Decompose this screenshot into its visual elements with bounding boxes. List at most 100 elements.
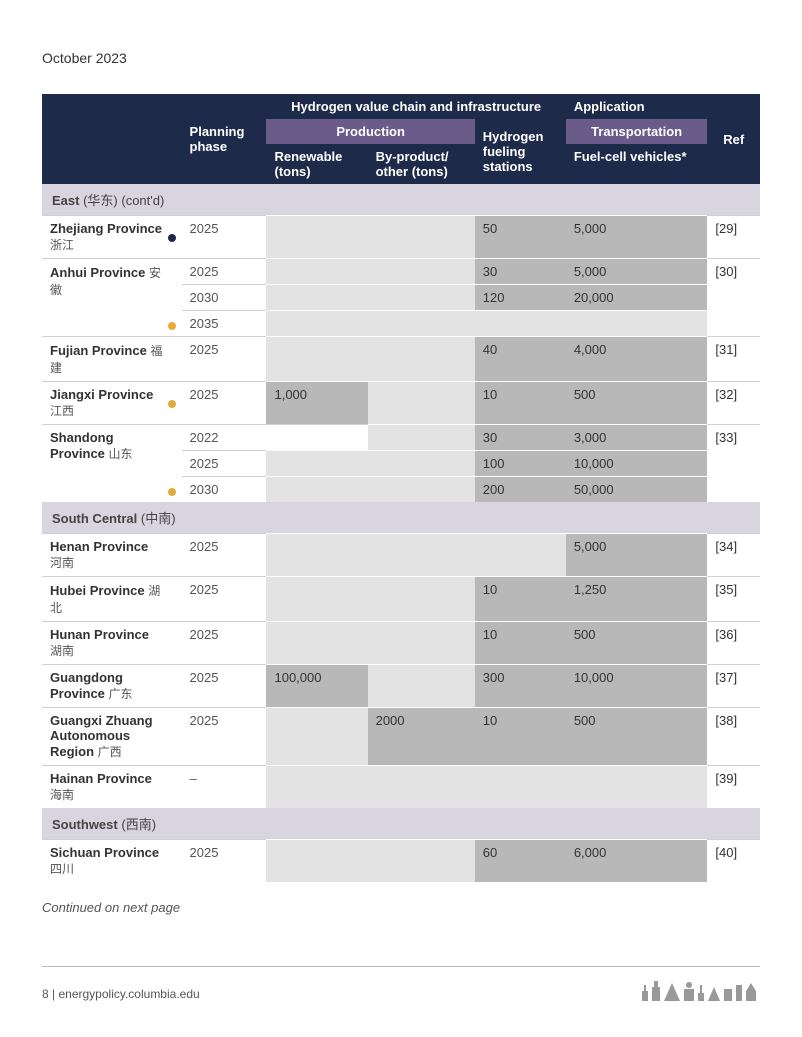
province-name: Zhejiang Province 浙江	[42, 216, 182, 259]
table-row: Hunan Province 湖南202510500[36]	[42, 622, 760, 665]
table-cell: 2025	[182, 534, 267, 577]
table-cell	[475, 766, 566, 809]
table-row: Hubei Province 湖北2025101,250[35]	[42, 577, 760, 622]
ref-cell: [35]	[707, 577, 760, 622]
table-cell: 10	[475, 622, 566, 665]
footer-url: energypolicy.columbia.edu	[58, 987, 199, 1001]
table-cell: 200	[475, 477, 566, 503]
table-cell: 120	[475, 285, 566, 311]
province-name: Sichuan Province 四川	[42, 840, 182, 883]
ref-cell: [37]	[707, 665, 760, 708]
table-row: Shandong Province 山东2022303,000[33]	[42, 425, 760, 451]
table-body: East (华东) (cont'd)Zhejiang Province 浙江20…	[42, 184, 760, 882]
table-cell: 5,000	[566, 216, 708, 259]
table-cell: 2035	[182, 311, 267, 337]
table-row: Henan Province 河南20255,000[34]	[42, 534, 760, 577]
continued-note: Continued on next page	[42, 900, 760, 915]
page-footer: 8 | energypolicy.columbia.edu	[42, 966, 760, 1001]
col-byproduct: By-product/ other (tons)	[368, 144, 475, 184]
province-name: Hainan Province 海南	[42, 766, 182, 809]
table-row: Guangxi Zhuang Autonomous Region 广西20252…	[42, 708, 760, 766]
province-name: Guangdong Province 广东	[42, 665, 182, 708]
region-row: Southwest (西南)	[42, 808, 760, 840]
col-application: Application	[566, 94, 708, 119]
table-cell	[368, 259, 475, 285]
table-cell: 2025	[182, 216, 267, 259]
province-name: Guangxi Zhuang Autonomous Region 广西	[42, 708, 182, 766]
table-cell	[266, 259, 367, 285]
ref-cell: [33]	[707, 425, 760, 503]
table-cell: 300	[475, 665, 566, 708]
col-planning-label: Planning phase	[182, 94, 267, 184]
table-cell	[368, 337, 475, 382]
table-row: Fujian Province 福建2025 404,000[31]	[42, 337, 760, 382]
region-title: South Central (中南)	[42, 502, 760, 534]
table-cell	[368, 840, 475, 883]
ref-cell: [31]	[707, 337, 760, 382]
table-cell: 10	[475, 708, 566, 766]
table-cell	[266, 477, 367, 503]
province-name: Hubei Province 湖北	[42, 577, 182, 622]
table-cell: 100	[475, 451, 566, 477]
navy-dot-icon	[168, 234, 176, 242]
table-cell: 2025	[182, 708, 267, 766]
page-number: 8	[42, 987, 49, 1001]
table-cell: 50	[475, 216, 566, 259]
province-name: Shandong Province 山东	[42, 425, 182, 503]
ref-cell: [30]	[707, 259, 760, 337]
table-cell	[566, 311, 708, 337]
table-cell	[266, 285, 367, 311]
table-cell: 2025	[182, 259, 267, 285]
footer-left: 8 | energypolicy.columbia.edu	[42, 987, 200, 1001]
table-cell	[266, 425, 367, 451]
table-cell	[368, 382, 475, 425]
ref-cell: [36]	[707, 622, 760, 665]
table-cell	[266, 216, 367, 259]
table-cell: 500	[566, 622, 708, 665]
table-cell	[368, 577, 475, 622]
table-row: Jiangxi Province 江西20251,00010500[32]	[42, 382, 760, 425]
gold-dot-icon	[168, 322, 176, 330]
table-row: Anhui Province 安徽2025305,000[30]	[42, 259, 760, 285]
table-cell: 6,000	[566, 840, 708, 883]
ref-cell: [32]	[707, 382, 760, 425]
table-cell: 10	[475, 382, 566, 425]
table-cell: 2025	[182, 337, 267, 382]
table-cell: 10,000	[566, 451, 708, 477]
table-cell	[368, 534, 475, 577]
table-cell: 60	[475, 840, 566, 883]
ref-cell: [39]	[707, 766, 760, 809]
province-name: Jiangxi Province 江西	[42, 382, 182, 425]
table-cell	[266, 451, 367, 477]
table-cell	[266, 311, 367, 337]
gold-dot-icon	[168, 400, 176, 408]
col-transportation: Transportation	[566, 119, 708, 144]
table-cell: 2025	[182, 622, 267, 665]
table-cell	[368, 665, 475, 708]
table-cell	[266, 708, 367, 766]
table-cell	[266, 577, 367, 622]
table-cell: 4,000	[566, 337, 708, 382]
table-cell: 2025	[182, 382, 267, 425]
table-cell: 5,000	[566, 259, 708, 285]
table-row: Sichuan Province 四川2025606,000[40]	[42, 840, 760, 883]
region-row: East (华东) (cont'd)	[42, 184, 760, 216]
table-cell: 2025	[182, 577, 267, 622]
table-cell	[368, 311, 475, 337]
table-cell: 100,000	[266, 665, 367, 708]
table-cell	[368, 216, 475, 259]
table-cell	[368, 622, 475, 665]
gold-dot-icon	[168, 488, 176, 496]
col-ref: Ref	[707, 94, 760, 184]
table-header: Planning phase Hydrogen value chain and …	[42, 94, 760, 184]
region-title: East (华东) (cont'd)	[42, 184, 760, 216]
ref-cell: [34]	[707, 534, 760, 577]
province-name: Fujian Province 福建	[42, 337, 182, 382]
col-fueling: Hydrogen fueling stations	[475, 119, 566, 184]
table-cell: 30	[475, 259, 566, 285]
table-cell: 2025	[182, 451, 267, 477]
col-renewable: Renewable (tons)	[266, 144, 367, 184]
page-date: October 2023	[42, 50, 760, 66]
table-cell: 10,000	[566, 665, 708, 708]
table-cell: 40	[475, 337, 566, 382]
